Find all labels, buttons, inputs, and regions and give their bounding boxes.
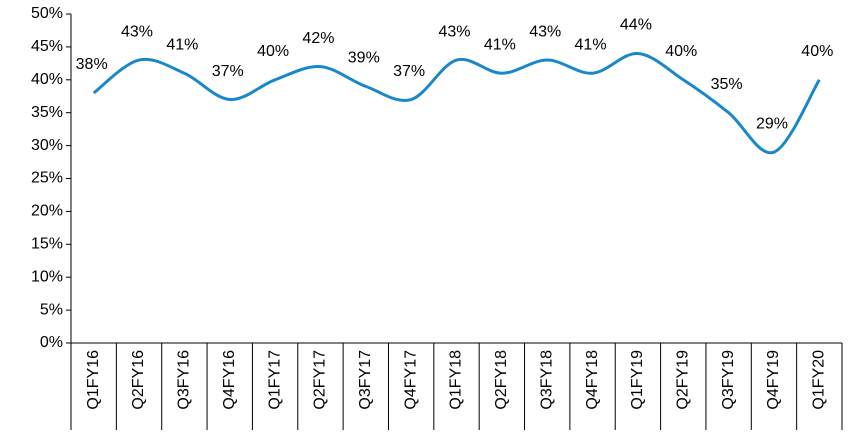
data-label: 29% [756,115,788,132]
data-label: 40% [665,43,697,60]
data-label: 42% [302,30,334,47]
x-tick-label: Q3FY18 [538,350,555,410]
data-label: 39% [348,50,380,67]
x-tick-label: Q4FY17 [402,350,419,410]
data-label: 37% [212,63,244,80]
data-label: 41% [575,36,607,53]
data-label: 40% [801,43,833,60]
y-tick-label: 15% [31,236,63,253]
x-tick-label: Q3FY17 [357,350,374,410]
x-tick-label: Q4FY16 [221,350,238,410]
data-label: 35% [711,76,743,93]
data-line [92,51,821,155]
y-tick-label: 30% [31,137,63,154]
y-tick-label: 50% [31,5,63,22]
data-label: 43% [438,23,470,40]
y-tick-label: 10% [31,268,63,285]
x-tick-label: Q2FY17 [312,350,329,410]
y-tick-label: 5% [40,301,63,318]
x-tick-label: Q2FY16 [130,350,147,410]
x-tick-label: Q1FY16 [85,350,102,410]
y-tick-label: 0% [40,334,63,351]
x-tick-label: Q3FY16 [176,350,193,410]
x-tick-label: Q2FY19 [674,350,691,410]
x-tick-label: Q1FY19 [629,350,646,410]
x-tick-label: Q3FY19 [720,350,737,410]
x-tick-label: Q2FY18 [493,350,510,410]
y-tick-label: 25% [31,170,63,187]
data-label: 43% [121,23,153,40]
data-label: 43% [529,23,561,40]
y-tick-label: 20% [31,203,63,220]
x-tick-label: Q1FY18 [448,350,465,410]
x-tick-label: Q1FY17 [266,350,283,410]
x-tick-label: Q1FY20 [811,350,828,410]
data-label: 44% [620,17,652,34]
y-tick-label: 40% [31,71,63,88]
data-label: 41% [166,36,198,53]
x-tick-label: Q4FY19 [765,350,782,410]
data-label: 41% [484,36,516,53]
x-tick-label: Q4FY18 [584,350,601,410]
data-label: 38% [76,56,108,73]
data-label: 37% [393,63,425,80]
data-label: 40% [257,43,289,60]
y-tick-label: 45% [31,38,63,55]
y-tick-label: 35% [31,104,63,121]
